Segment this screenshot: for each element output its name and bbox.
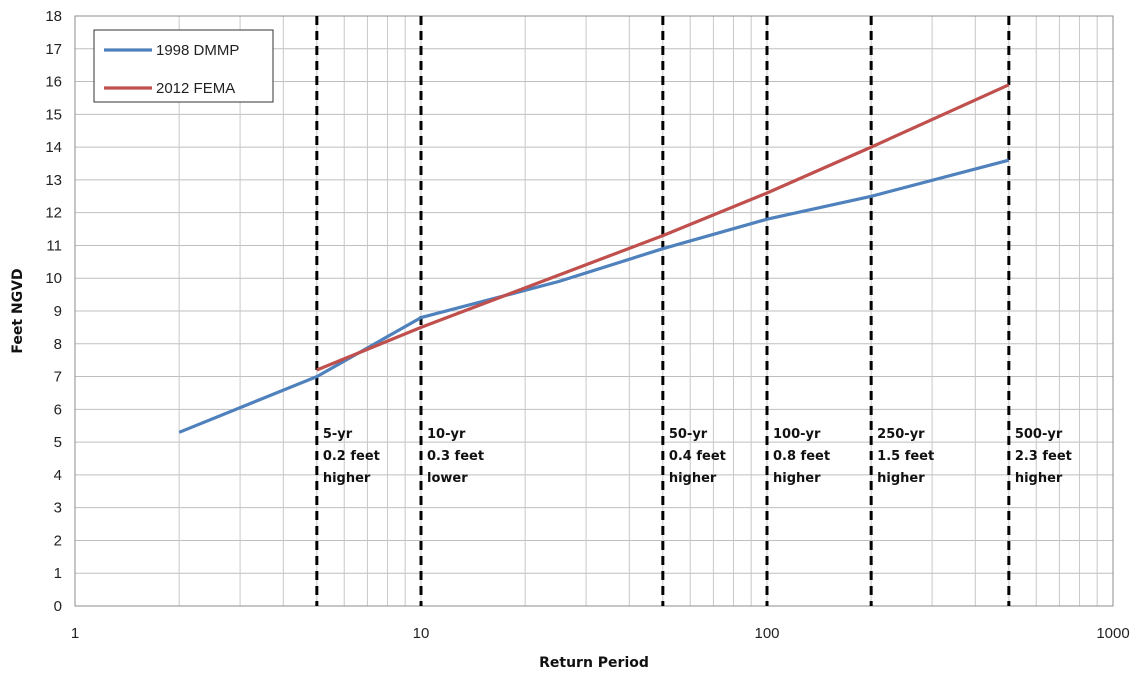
y-tick-label: 18 xyxy=(45,8,62,25)
y-tick-label: 15 xyxy=(45,106,62,123)
series xyxy=(178,83,1010,434)
y-tick-label: 10 xyxy=(45,270,62,287)
y-axis-title: Feet NGVD xyxy=(10,268,26,353)
x-axis-title: Return Period xyxy=(539,655,649,671)
series-line xyxy=(178,158,1010,434)
x-tick-labels: 1 10 100 1000 xyxy=(71,625,1130,642)
y-tick-label: 8 xyxy=(54,336,62,353)
y-tick-label: 2 xyxy=(54,532,62,549)
y-tick-label: 11 xyxy=(46,237,62,254)
reference-annotation: higher xyxy=(773,471,821,486)
y-tick-label: 3 xyxy=(54,500,62,517)
reference-annotation: 0.4 feet xyxy=(669,449,726,464)
reference-annotation: 0.2 feet xyxy=(323,449,380,464)
plot-area-frame xyxy=(74,15,1114,607)
reference-annotation: 50-yr xyxy=(669,427,708,442)
reference-annotation: higher xyxy=(1015,471,1063,486)
y-tick-label: 5 xyxy=(54,434,62,451)
y-tick-label: 13 xyxy=(45,172,62,189)
reference-annotation: 2.3 feet xyxy=(1015,449,1072,464)
y-tick-label: 17 xyxy=(45,41,62,58)
legend-label: 1998 DMMP xyxy=(156,42,239,59)
reference-annotation: 10-yr xyxy=(427,427,466,442)
reference-annotation: 500-yr xyxy=(1015,427,1063,442)
reference-lines xyxy=(315,16,1011,606)
reference-annotation: 250-yr xyxy=(877,427,925,442)
reference-annotation: higher xyxy=(877,471,925,486)
x-tick-label: 10 xyxy=(413,625,430,642)
reference-annotation: 0.3 feet xyxy=(427,449,484,464)
y-tick-label: 1 xyxy=(54,565,62,582)
reference-annotation: lower xyxy=(427,471,468,486)
legend-box xyxy=(93,29,274,103)
reference-annotation: 0.8 feet xyxy=(773,449,830,464)
reference-annotation: 1.5 feet xyxy=(877,449,934,464)
reference-annotations: 5-yr 0.2 feet higher 10-yr 0.3 feet lower 50-y… xyxy=(323,427,1072,486)
x-tick-label: 1 xyxy=(71,625,79,642)
legend-label: 2012 FEMA xyxy=(156,80,235,97)
reference-annotation: 100-yr xyxy=(773,427,821,442)
reference-annotation: higher xyxy=(669,471,717,486)
y-tick-label: 9 xyxy=(54,303,62,320)
y-tick-label: 7 xyxy=(54,369,62,386)
y-tick-label: 14 xyxy=(45,139,62,156)
reference-annotation: higher xyxy=(323,471,371,486)
y-tick-label: 6 xyxy=(54,401,62,418)
y-tick-label: 0 xyxy=(54,598,62,615)
x-tick-label: 1000 xyxy=(1096,625,1129,642)
reference-annotation: 5-yr xyxy=(323,427,353,442)
y-tick-label: 12 xyxy=(45,205,62,222)
x-tick-label: 100 xyxy=(754,625,779,642)
legend: 1998 DMMP 2012 FEMA xyxy=(93,29,274,103)
y-tick-label: 4 xyxy=(54,467,62,484)
y-tick-label: 16 xyxy=(45,74,62,91)
series-line xyxy=(316,83,1010,372)
